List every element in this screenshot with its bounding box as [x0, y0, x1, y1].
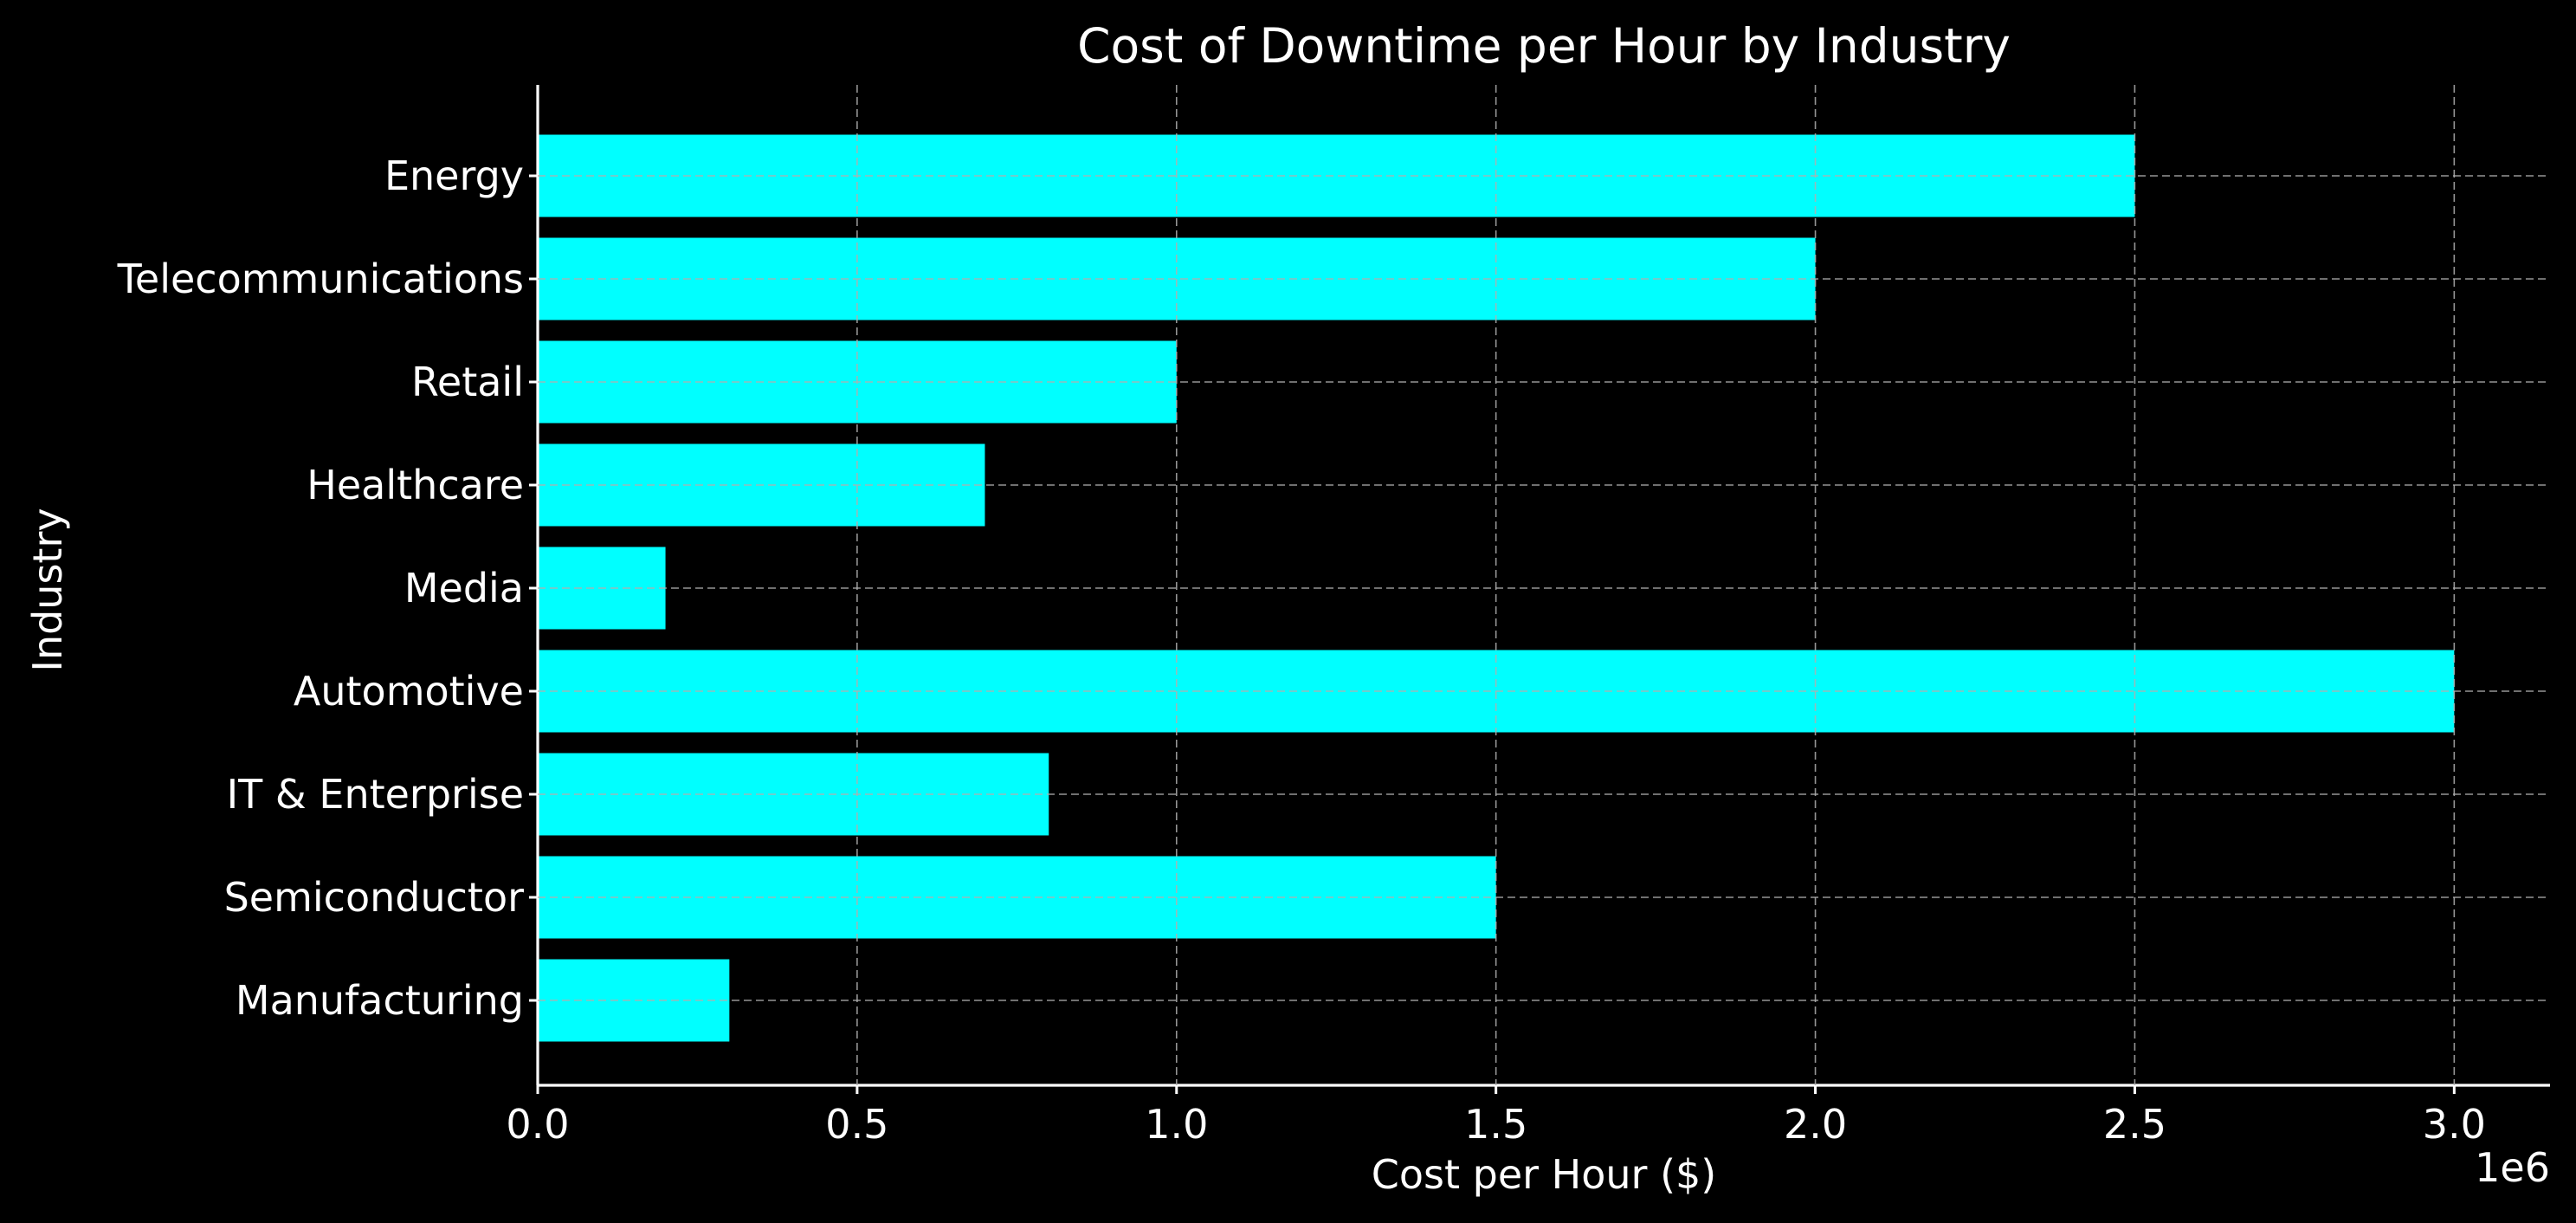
x-tick-label: 1.0 — [1145, 1101, 1208, 1148]
x-tick-label: 0.0 — [506, 1101, 569, 1148]
axis-ticks: 0.0 0.5 1.0 1.5 2.0 2.5 3.0 Manufacturing Semico… — [117, 152, 2486, 1148]
x-tick-label: 2.0 — [1784, 1101, 1847, 1148]
y-tick-label: Telecommunications — [117, 256, 524, 302]
y-tick-label: Automotive — [294, 668, 524, 715]
chart-title: Cost of Downtime per Hour by Industry — [1077, 18, 2011, 74]
y-tick-label: Manufacturing — [236, 977, 524, 1024]
y-tick-label: IT & Enterprise — [227, 771, 524, 818]
grid-lines — [538, 85, 2550, 1085]
x-tick-label: 1.5 — [1464, 1101, 1527, 1148]
x-tick-label: 0.5 — [825, 1101, 888, 1148]
x-tick-label: 3.0 — [2423, 1101, 2486, 1148]
y-tick-label: Media — [404, 565, 524, 612]
x-axis-label: Cost per Hour ($) — [1372, 1151, 1717, 1198]
y-tick-label: Healthcare — [307, 462, 524, 508]
y-tick-label: Retail — [411, 359, 524, 405]
x-tick-label: 2.5 — [2103, 1101, 2166, 1148]
x-scale-label: 1e6 — [2475, 1144, 2550, 1191]
bar-energy — [538, 134, 2135, 217]
y-tick-label: Energy — [384, 152, 524, 199]
y-tick-label: Semiconductor — [224, 874, 525, 921]
y-axis-label: Industry — [24, 508, 71, 671]
